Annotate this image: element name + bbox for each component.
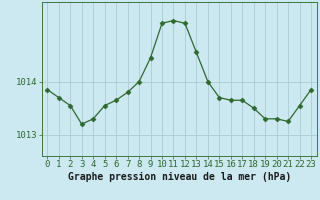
- X-axis label: Graphe pression niveau de la mer (hPa): Graphe pression niveau de la mer (hPa): [68, 172, 291, 182]
